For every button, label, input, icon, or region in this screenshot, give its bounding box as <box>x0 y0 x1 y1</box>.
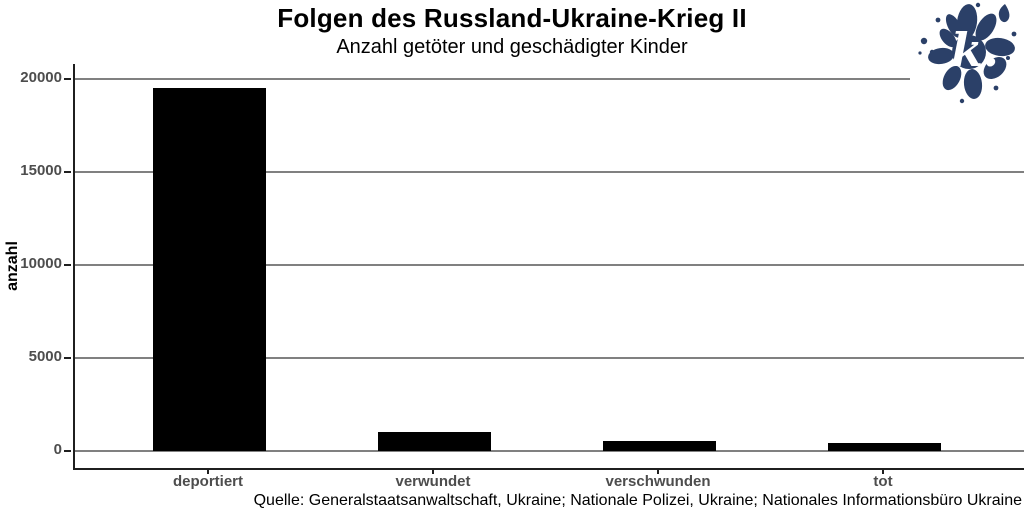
logo-monogram: k. <box>951 23 999 77</box>
x-axis-tick <box>882 468 884 474</box>
x-tick-label: verwundet <box>395 473 471 490</box>
bar-deportiert <box>153 88 266 451</box>
logo: k. <box>910 0 1024 106</box>
x-axis-tick <box>207 468 209 474</box>
y-axis-tick <box>64 357 71 359</box>
gridline <box>75 450 1024 452</box>
y-tick-label: 0 <box>53 441 62 458</box>
ink-splash-logo-icon: k. <box>918 2 1017 104</box>
y-axis-tick <box>64 171 71 173</box>
gridline <box>75 357 1024 359</box>
y-tick-label: 15000 <box>20 162 62 179</box>
x-axis-tick <box>657 468 659 474</box>
chart-subtitle: Anzahl getöter und geschädigter Kinder <box>336 36 688 58</box>
x-tick-label: tot <box>873 473 893 490</box>
y-axis-tick <box>64 78 71 80</box>
y-tick-label: 20000 <box>20 69 62 86</box>
bar-tot <box>828 443 941 451</box>
y-tick-label: 10000 <box>20 255 62 272</box>
gridline <box>75 264 1024 266</box>
gridline <box>75 78 1024 80</box>
y-axis-tick <box>64 264 71 266</box>
bar-verwundet <box>378 432 491 451</box>
x-tick-label: deportiert <box>172 473 243 490</box>
source-caption: Quelle: Generalstaatsanwaltschaft, Ukrai… <box>253 492 1022 509</box>
plot-panel <box>73 64 1024 470</box>
y-axis-tick <box>64 450 71 452</box>
x-tick-label: verschwunden <box>605 473 711 490</box>
x-axis-tick <box>432 468 434 474</box>
bar-verschwunden <box>603 441 716 451</box>
y-tick-label: 5000 <box>28 348 62 365</box>
chart-title: Folgen des Russland-Ukraine-Krieg II <box>277 3 747 33</box>
gridline <box>75 171 1024 173</box>
